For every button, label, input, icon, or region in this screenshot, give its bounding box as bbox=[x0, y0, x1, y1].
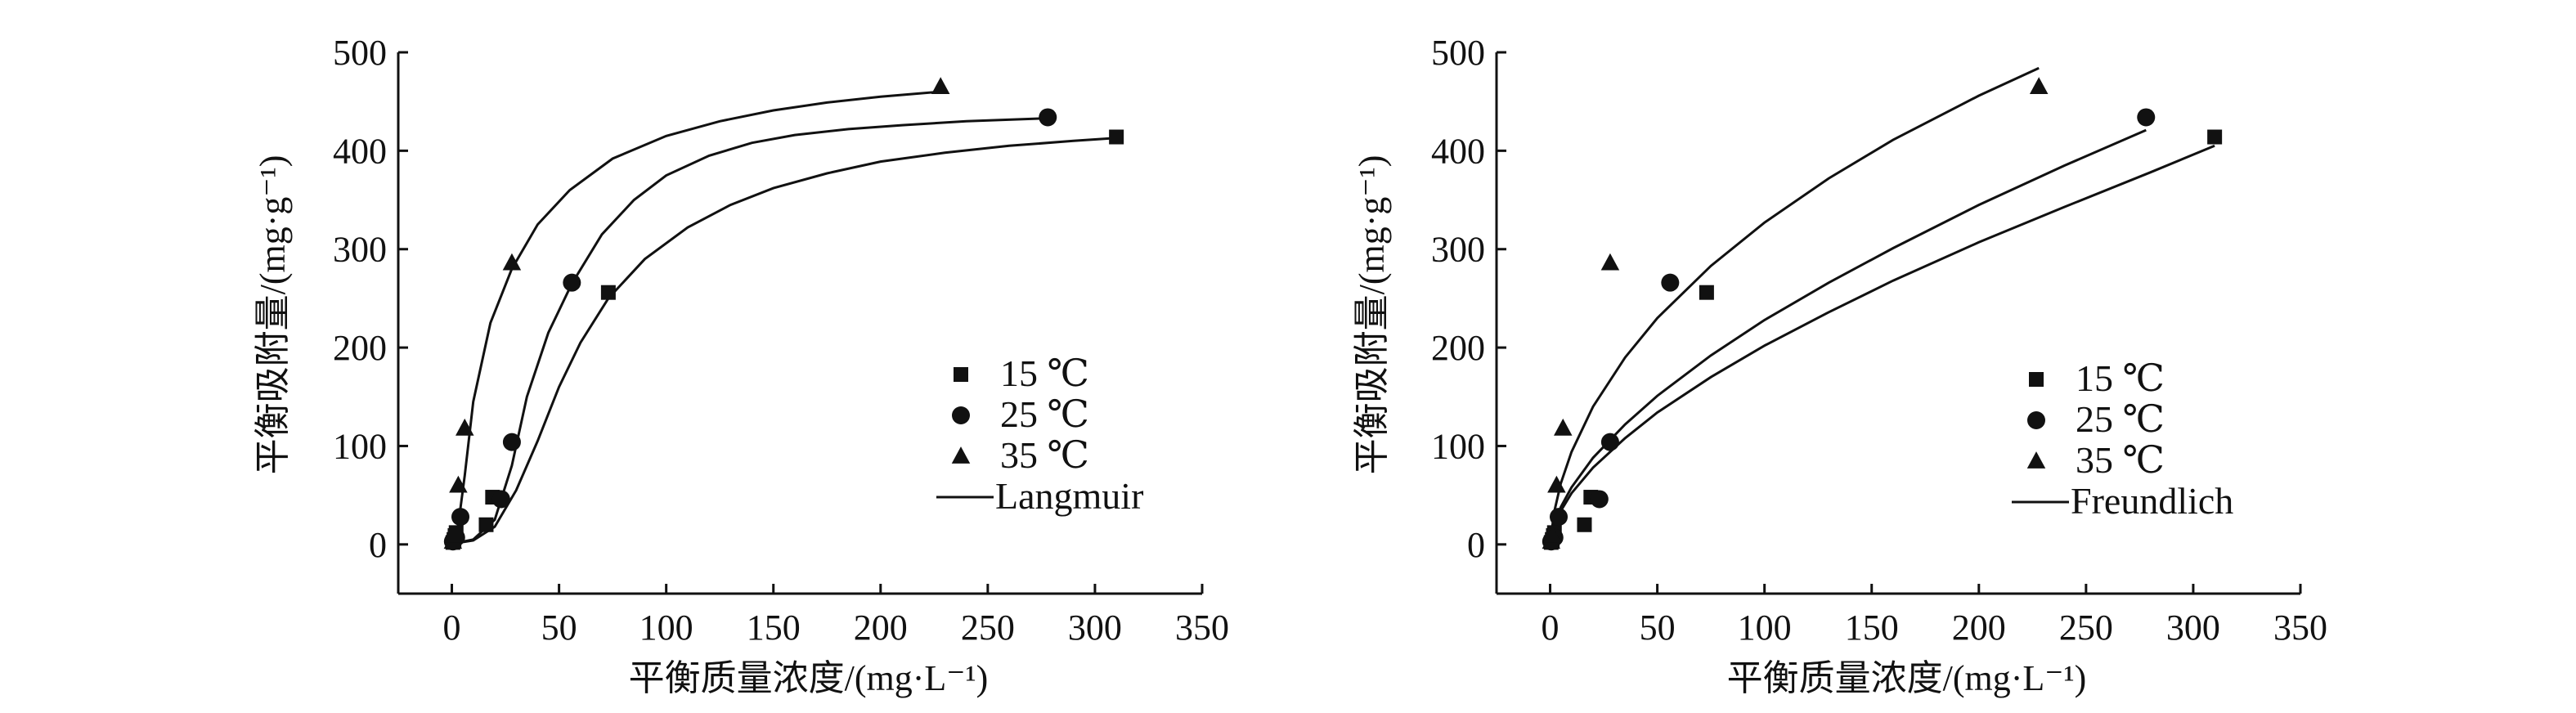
legend-label: 15 ℃ bbox=[1000, 352, 1089, 394]
y-tick-label: 0 bbox=[1467, 525, 1485, 565]
x-tick-label: 150 bbox=[1845, 608, 1899, 648]
legend-label: 35 ℃ bbox=[2076, 439, 2165, 481]
x-tick-label: 0 bbox=[443, 608, 461, 648]
data-point-circle bbox=[563, 273, 581, 292]
data-point-circle bbox=[502, 433, 521, 451]
legend-marker-triangle bbox=[2026, 451, 2046, 469]
legend-marker-square bbox=[954, 367, 968, 382]
legend-marker-circle bbox=[952, 406, 970, 424]
data-point-square bbox=[1699, 285, 1714, 300]
legend-label: 15 ℃ bbox=[2076, 357, 2165, 399]
fit-curve-freundlich-square bbox=[1550, 144, 2215, 540]
x-tick-label: 250 bbox=[961, 608, 1015, 648]
x-axis-title: 平衡质量浓度/(mg·L⁻¹) bbox=[1727, 658, 2087, 698]
data-point-triangle bbox=[1600, 253, 1620, 271]
y-tick-label: 300 bbox=[1431, 230, 1485, 270]
data-point-square bbox=[1109, 129, 1124, 145]
legend-label-fit: Freundlich bbox=[2071, 480, 2233, 522]
y-tick-label: 200 bbox=[333, 328, 387, 368]
data-point-circle bbox=[491, 490, 510, 509]
legend-marker-square bbox=[2029, 372, 2044, 387]
legend-label: 35 ℃ bbox=[1000, 434, 1089, 476]
x-tick-label: 200 bbox=[854, 608, 908, 648]
fit-curve-langmuir-circle bbox=[453, 117, 1048, 545]
y-tick-label: 500 bbox=[1431, 33, 1485, 73]
data-point-circle bbox=[1661, 273, 1680, 292]
x-tick-label: 250 bbox=[2059, 608, 2113, 648]
data-point-circle bbox=[1550, 508, 1568, 527]
data-point-square bbox=[600, 285, 616, 300]
legend-label: 25 ℃ bbox=[1000, 393, 1089, 435]
y-axis-title: 平衡吸附量/(mg·g⁻¹) bbox=[253, 155, 293, 475]
data-point-triangle bbox=[502, 253, 522, 271]
legend-label: 25 ℃ bbox=[2076, 398, 2165, 440]
y-tick-label: 400 bbox=[333, 131, 387, 171]
x-tick-label: 350 bbox=[1175, 608, 1229, 648]
y-axis-title: 平衡吸附量/(mg·g⁻¹) bbox=[1352, 155, 1392, 475]
fit-curve-langmuir-square bbox=[453, 137, 1117, 545]
data-point-square bbox=[478, 517, 494, 532]
x-tick-label: 50 bbox=[541, 608, 577, 648]
x-tick-label: 150 bbox=[747, 608, 801, 648]
data-point-triangle bbox=[1542, 526, 1562, 543]
data-point-circle bbox=[1590, 490, 1609, 509]
fit-curve-langmuir-triangle bbox=[451, 90, 941, 545]
data-point-triangle bbox=[931, 77, 950, 95]
data-point-triangle bbox=[2029, 77, 2049, 95]
data-point-triangle bbox=[1547, 475, 1566, 493]
legend-marker-triangle bbox=[951, 446, 971, 464]
data-point-triangle bbox=[456, 418, 474, 436]
x-axis-title: 平衡质量浓度/(mg·L⁻¹) bbox=[629, 658, 989, 698]
data-point-triangle bbox=[444, 526, 464, 543]
data-point-triangle bbox=[1554, 418, 1573, 436]
x-tick-label: 300 bbox=[1068, 608, 1122, 648]
fit-curve-freundlich-circle bbox=[1550, 128, 2147, 539]
y-tick-label: 500 bbox=[333, 33, 387, 73]
data-point-square bbox=[2207, 129, 2223, 145]
chart-panel-right: 0 100 200 300 400 500 0 50 100 150 200 250 300 350 平衡质… bbox=[1352, 33, 2327, 698]
fit-curve-freundlich-triangle bbox=[1550, 66, 2040, 536]
y-tick-label: 0 bbox=[369, 525, 387, 565]
data-point-circle bbox=[451, 508, 470, 527]
y-tick-label: 400 bbox=[1431, 131, 1485, 171]
legend-marker-circle bbox=[2027, 411, 2045, 429]
data-point-triangle bbox=[449, 475, 468, 493]
x-tick-label: 100 bbox=[640, 608, 693, 648]
x-tick-label: 300 bbox=[2166, 608, 2220, 648]
x-tick-label: 100 bbox=[1738, 608, 1792, 648]
data-point-circle bbox=[1039, 108, 1057, 127]
y-tick-label: 200 bbox=[1431, 328, 1485, 368]
data-point-circle bbox=[1600, 433, 1619, 451]
x-tick-label: 50 bbox=[1640, 608, 1676, 648]
legend-label-fit: Langmuir bbox=[995, 475, 1143, 517]
y-tick-label: 300 bbox=[333, 230, 387, 270]
x-tick-label: 350 bbox=[2273, 608, 2327, 648]
chart-panel-left: 0 100 200 300 400 500 0 50 100 150 200 250 300 350 平衡质… bbox=[253, 33, 1229, 698]
data-point-circle bbox=[2137, 108, 2156, 127]
x-tick-label: 0 bbox=[1542, 608, 1560, 648]
x-tick-label: 200 bbox=[1952, 608, 2006, 648]
y-tick-label: 100 bbox=[1431, 426, 1485, 466]
data-point-square bbox=[1577, 517, 1592, 532]
y-tick-label: 100 bbox=[333, 426, 387, 466]
